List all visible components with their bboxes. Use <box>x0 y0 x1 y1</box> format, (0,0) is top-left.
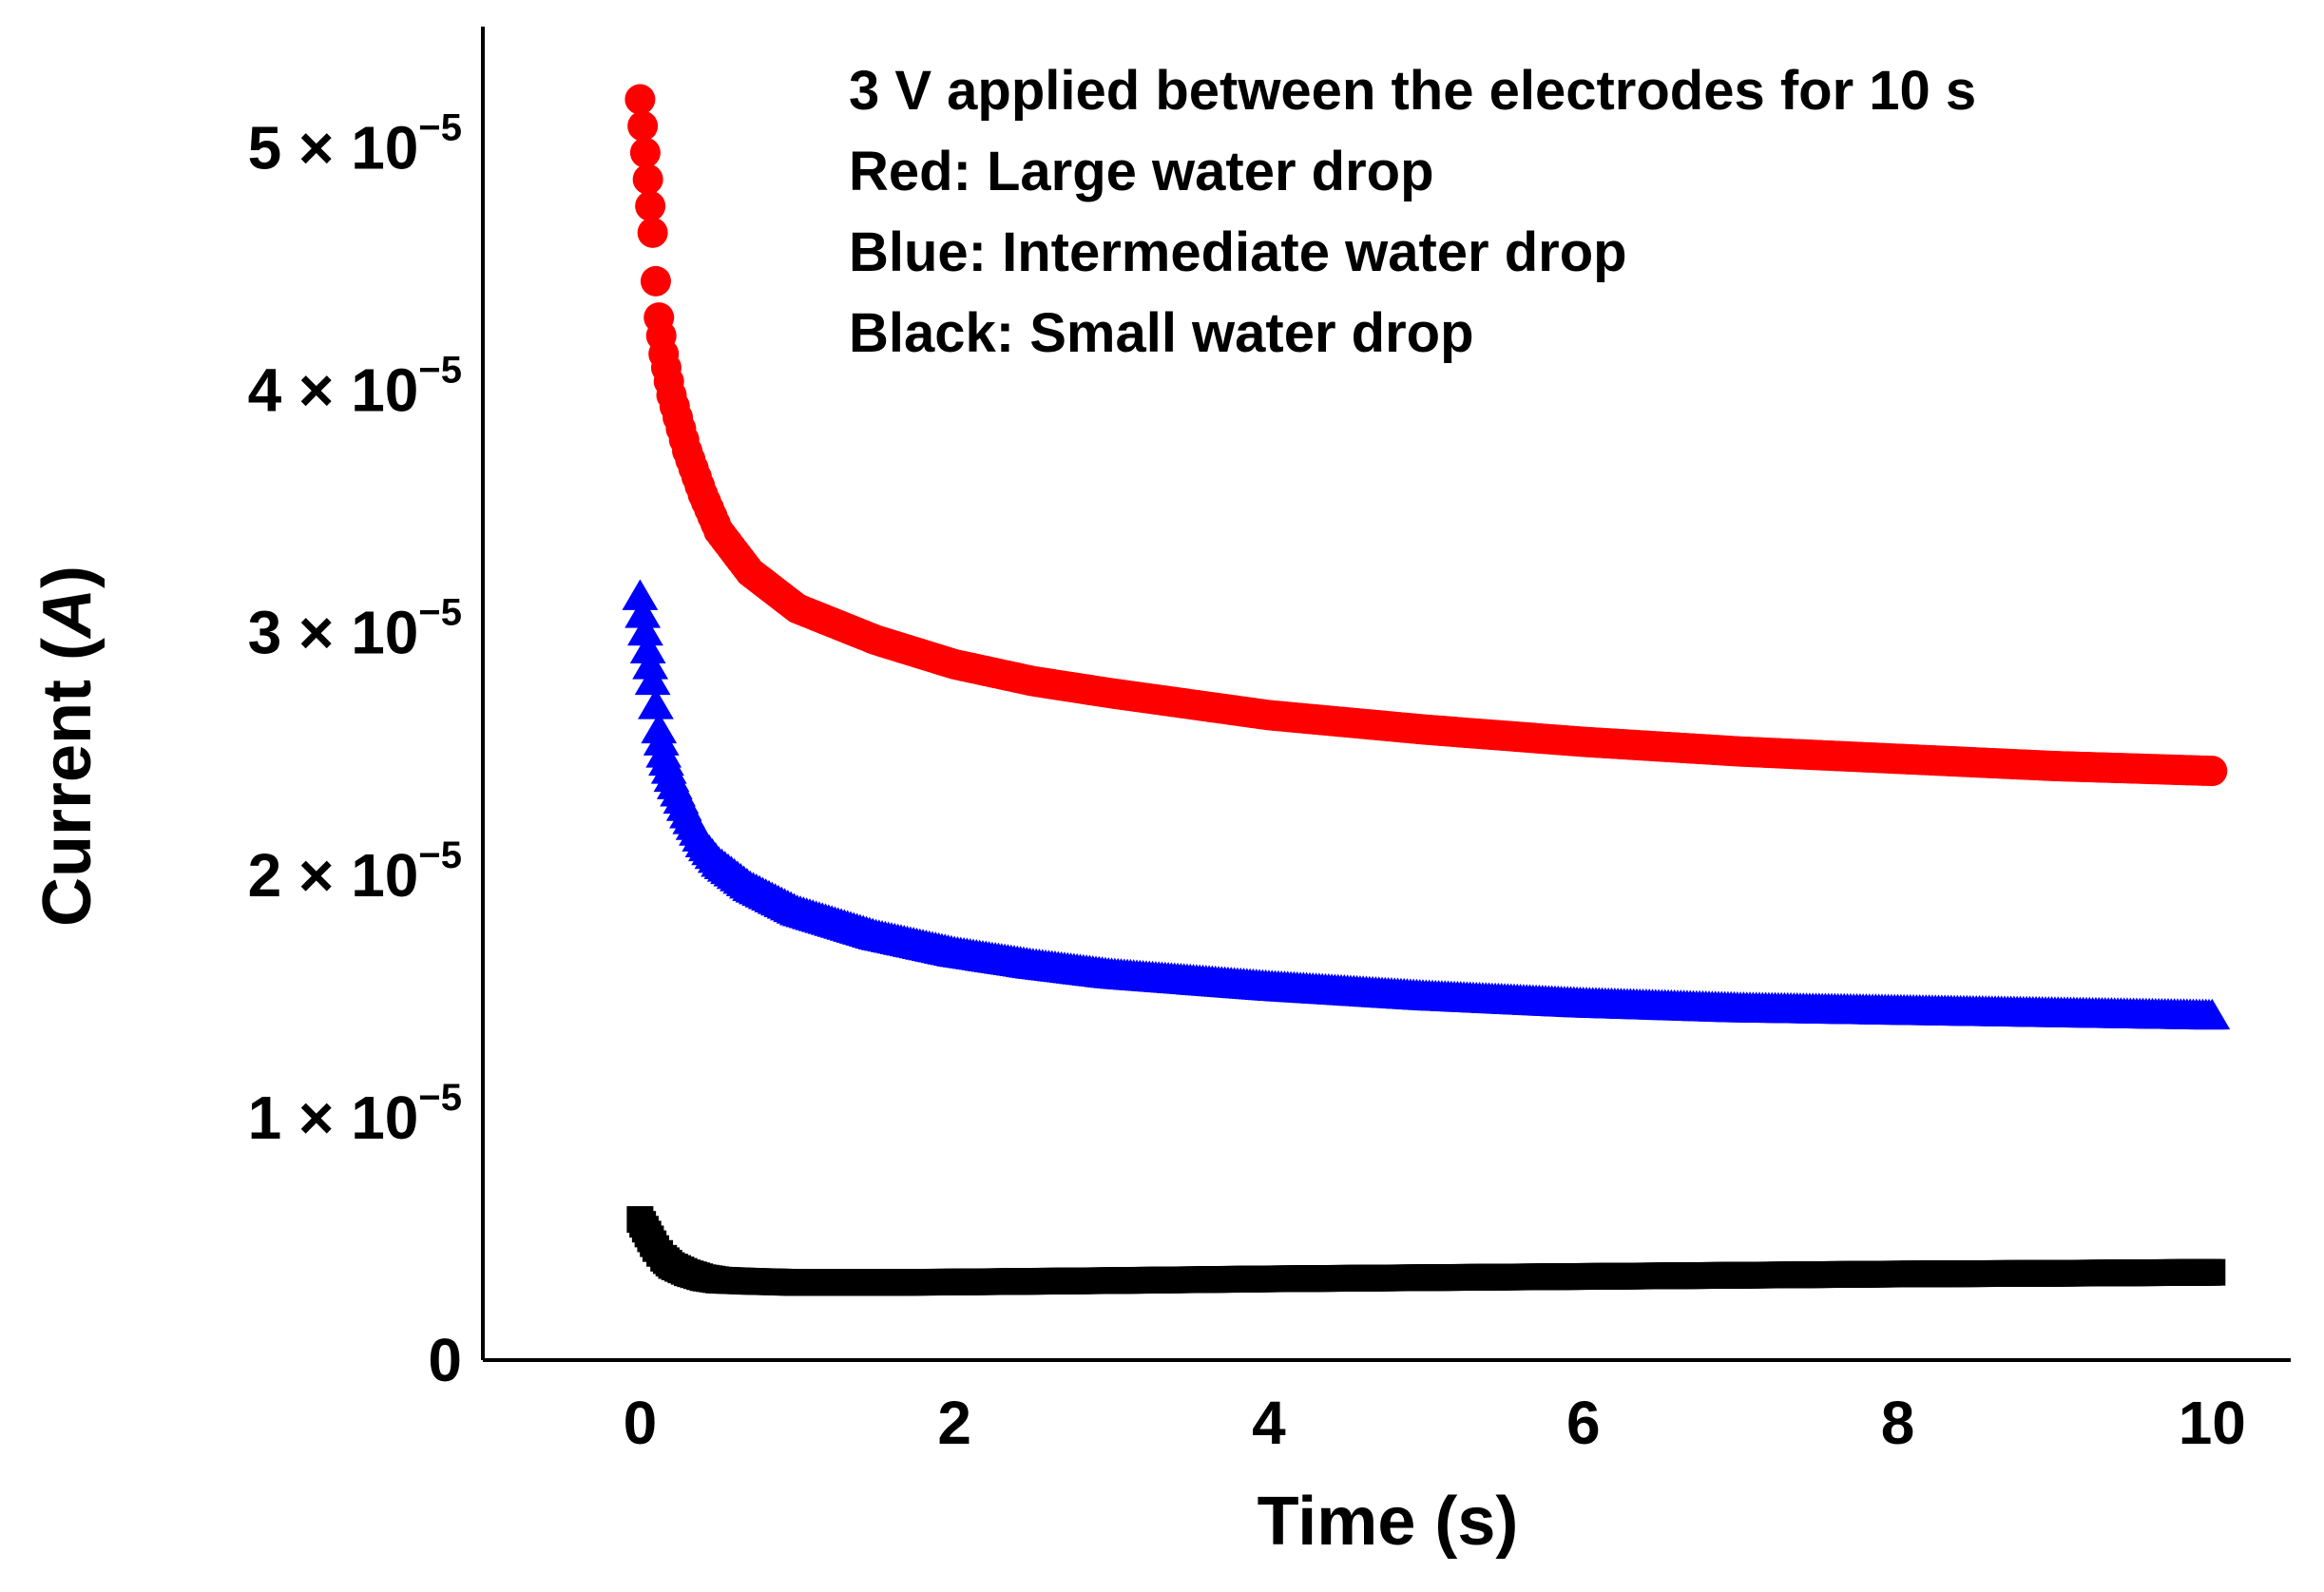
series-layer <box>622 84 2231 1296</box>
series-triangle-point-5 <box>634 663 671 696</box>
series-triangle-point-6 <box>638 688 674 719</box>
y-tick-label-0: 0 <box>428 1326 462 1394</box>
y-tick-exponent-3: −5 <box>418 592 462 634</box>
y-axis-title: Current (A) <box>29 566 106 927</box>
annotation-line-4: Black: Small water drop <box>849 302 1474 364</box>
x-tick-label-3: 6 <box>1566 1389 1601 1457</box>
y-tick-base-0: 0 <box>428 1326 462 1394</box>
y-tick-exponent-5: −5 <box>418 107 462 149</box>
series-triangle-point-7 <box>641 712 678 744</box>
series-triangle-point-3 <box>629 632 666 663</box>
x-tick-label-4: 8 <box>1881 1389 1915 1457</box>
series-triangle-point-4 <box>632 648 669 680</box>
x-ticks-layer: 0 2 4 6 8 10 <box>624 1389 2246 1457</box>
series-square-point-501 <box>2199 1258 2226 1286</box>
y-tick-exponent-1: −5 <box>418 1077 462 1119</box>
annotation-block: 3 V applied between the electrodes for 1… <box>849 60 1976 364</box>
y-tick-label-2: 2 × 10−5 <box>248 834 462 910</box>
y-tick-exponent-4: −5 <box>418 350 462 392</box>
series-square-group <box>626 1206 2226 1296</box>
annotation-line-1: 3 V applied between the electrodes for 1… <box>849 60 1976 122</box>
series-circle-point-2 <box>629 137 661 168</box>
series-circle-point-502 <box>2197 756 2228 787</box>
series-triangle-point-502 <box>2194 998 2231 1030</box>
y-axis-title-prefix: Current ( <box>29 638 106 927</box>
series-triangle-point-1 <box>624 597 662 628</box>
y-axis-title-unit: A <box>29 588 106 640</box>
x-tick-label-5: 10 <box>2179 1389 2246 1457</box>
annotation-line-3: Blue: Intermediate water drop <box>849 221 1627 283</box>
series-triangle-point-8 <box>643 724 680 756</box>
x-axis-title: Time (s) <box>1258 1484 1519 1560</box>
y-tick-base-2: 2 × 10 <box>248 841 419 910</box>
series-circle-point-5 <box>637 217 668 248</box>
y-axis-title-suffix: ) <box>29 566 106 588</box>
series-triangle-point-2 <box>627 614 663 646</box>
y-tick-label-4: 4 × 10−5 <box>248 350 462 425</box>
series-circle-point-1 <box>627 110 659 142</box>
series-circle-point-6 <box>640 265 671 297</box>
x-tick-label-1: 2 <box>937 1389 971 1457</box>
y-tick-base-5: 5 × 10 <box>248 114 419 182</box>
y-ticks-layer: 01 × 10−52 × 10−53 × 10−54 × 10−55 × 10−… <box>248 107 462 1394</box>
series-triangle-group <box>622 579 2231 1030</box>
y-tick-label-5: 5 × 10−5 <box>248 107 462 182</box>
y-tick-base-3: 3 × 10 <box>248 599 419 667</box>
series-circle-point-3 <box>632 163 663 195</box>
y-tick-exponent-2: −5 <box>418 834 462 876</box>
series-circle-point-4 <box>635 190 666 221</box>
y-tick-base-4: 4 × 10 <box>248 356 419 425</box>
series-circle-group <box>624 84 2228 787</box>
x-tick-label-2: 4 <box>1252 1389 1286 1457</box>
x-tick-label-0: 0 <box>624 1389 658 1457</box>
y-tick-label-1: 1 × 10−5 <box>248 1077 462 1152</box>
y-tick-base-1: 1 × 10 <box>248 1084 419 1152</box>
annotation-line-2: Red: Large water drop <box>849 141 1434 202</box>
series-circle-point-0 <box>624 84 656 115</box>
series-triangle-point-0 <box>622 579 659 610</box>
y-tick-label-3: 3 × 10−5 <box>248 592 462 667</box>
